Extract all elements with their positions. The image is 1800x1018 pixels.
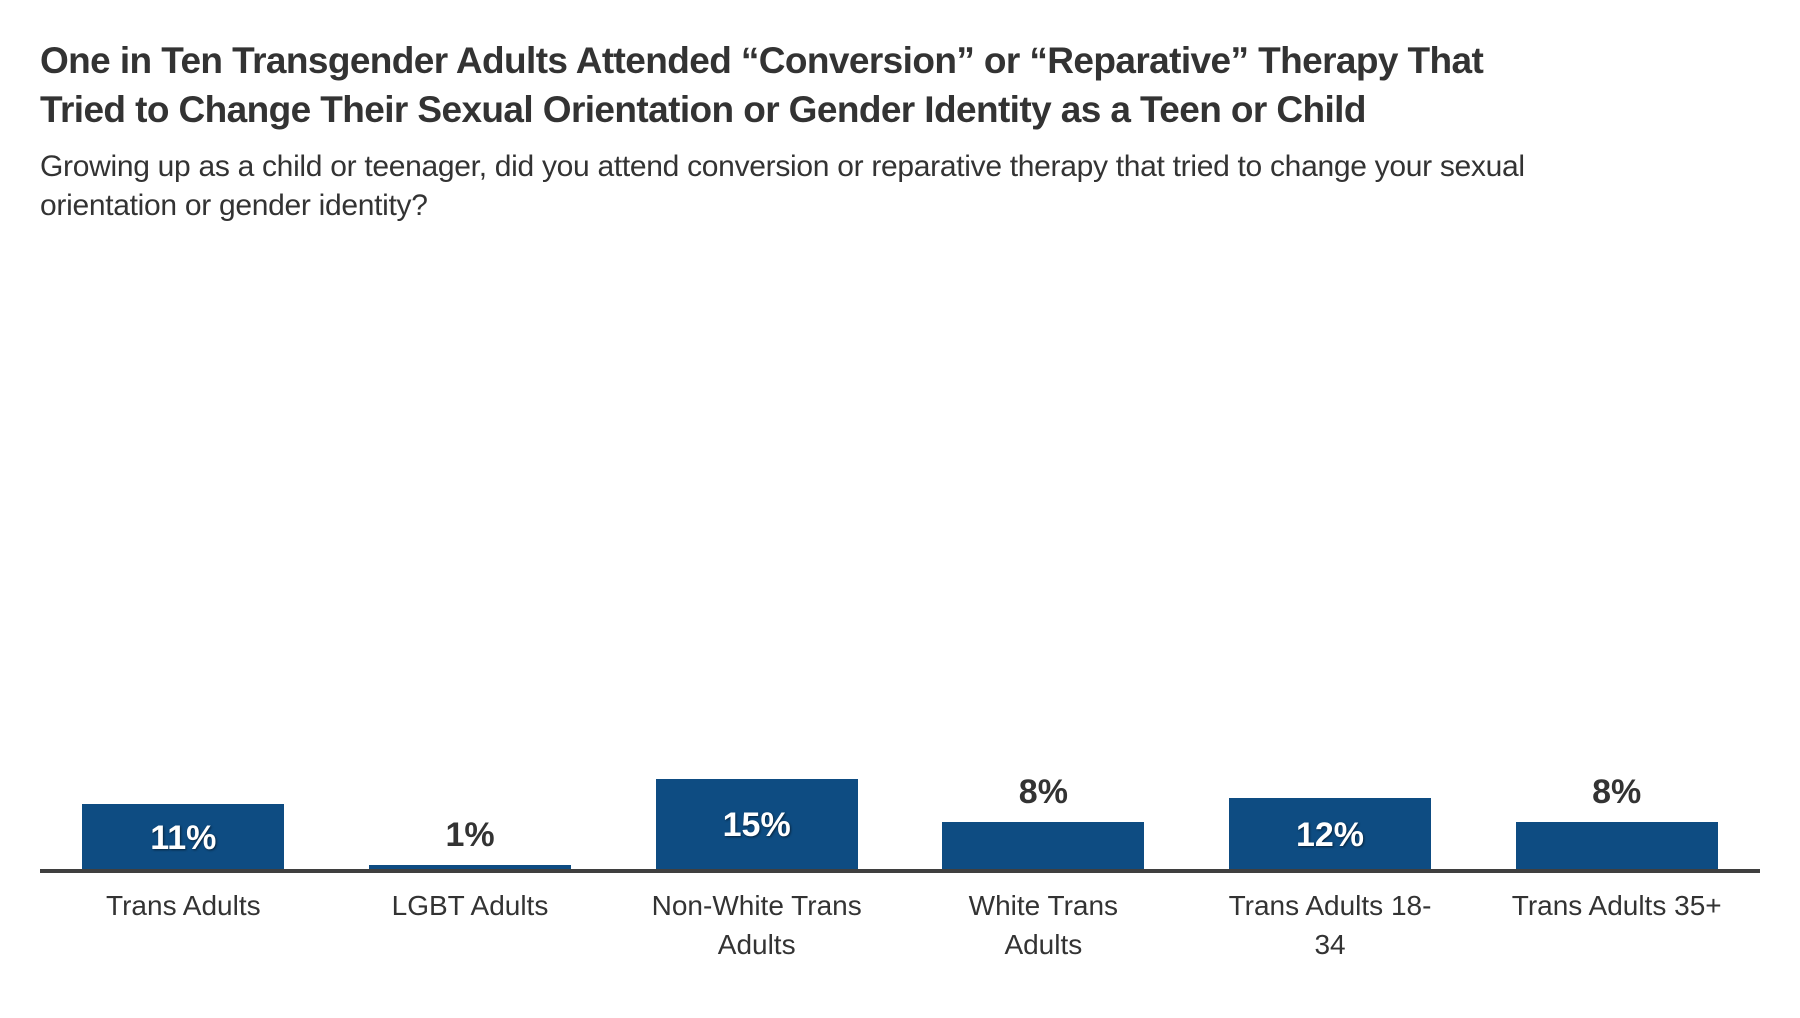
chart-title: One in Ten Transgender Adults Attended “… xyxy=(40,36,1484,134)
bar-non-white-trans-adults: 15% xyxy=(655,779,858,871)
bar-value-label: 8% xyxy=(1018,773,1068,811)
bar-trans-adults-18-34: 12% xyxy=(1229,798,1432,871)
chart-subtitle-line: orientation or gender identity? xyxy=(40,189,428,222)
bar-slot: 15% xyxy=(613,259,900,871)
bar-white-trans-adults xyxy=(942,822,1145,871)
category-label: Trans Adults 35+ xyxy=(1511,890,1722,921)
x-axis-category-labels: Trans Adults LGBT Adults Non-White Trans A… xyxy=(40,886,1760,964)
category-label: White Trans Adults xyxy=(968,890,1119,960)
bar-slot: 12% xyxy=(1187,259,1474,871)
bar-value-label: 8% xyxy=(1592,773,1642,811)
chart-title-line: One in Ten Transgender Adults Attended “… xyxy=(40,40,1484,81)
category-label: LGBT Adults xyxy=(391,890,549,921)
bar-trans-adults-35- xyxy=(1515,822,1718,871)
bar-slot: 11% xyxy=(40,259,327,871)
chart-title-line: Tried to Change Their Sexual Orientation… xyxy=(40,89,1366,130)
x-axis-line xyxy=(40,869,1760,873)
bar-slot: 8% xyxy=(900,259,1187,871)
bar-slot: 8% xyxy=(1473,259,1760,871)
chart-subtitle-line: Growing up as a child or teenager, did y… xyxy=(40,150,1525,183)
category-label: Trans Adults 18- 34 xyxy=(1228,890,1432,960)
category-label: Trans Adults xyxy=(106,890,261,921)
category-label: Non-White Trans Adults xyxy=(651,890,862,960)
bar-value-label: 15% xyxy=(722,806,791,844)
chart-subtitle: Growing up as a child or teenager, did y… xyxy=(40,147,1525,225)
bar-value-label: 12% xyxy=(1295,815,1365,854)
bar-plot-area: 11% 1% 15% 8% 12% 8% xyxy=(40,259,1760,871)
bar-trans-adults: 11% xyxy=(82,804,285,871)
bar-value-label: 1% xyxy=(445,816,495,854)
bar-lgbt-adults xyxy=(369,865,571,871)
bar-slot: 1% xyxy=(327,259,614,871)
bar-value-label: 11% xyxy=(150,818,217,857)
